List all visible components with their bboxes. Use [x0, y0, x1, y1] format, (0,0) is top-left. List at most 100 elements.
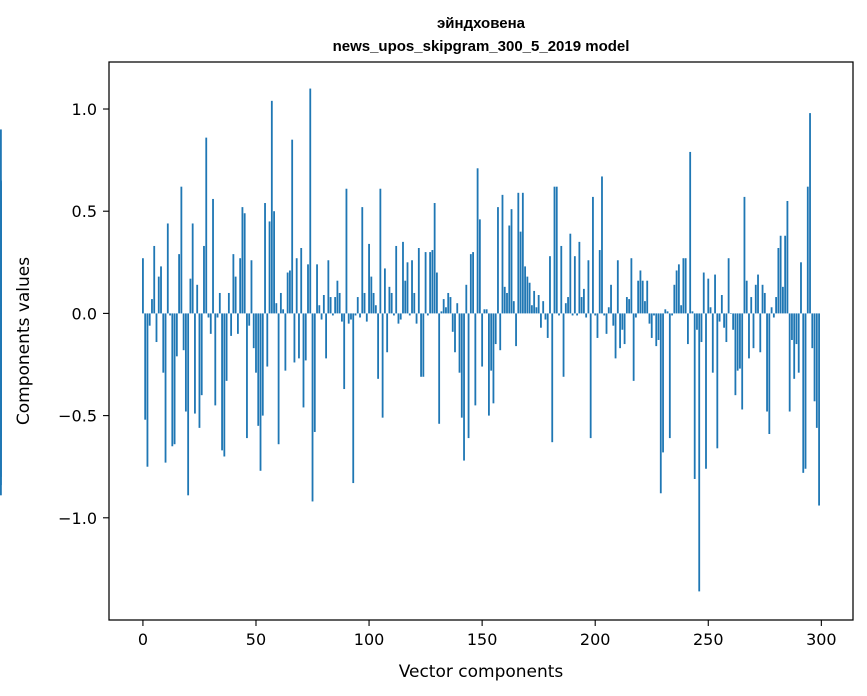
bar [293, 313, 296, 363]
bar [623, 313, 626, 345]
chart-subtitle: news_upos_skipgram_300_5_2019 model [333, 38, 630, 55]
bar [200, 313, 203, 396]
bar [374, 305, 377, 314]
bar [646, 280, 649, 314]
bar [596, 313, 599, 338]
bar [352, 313, 355, 484]
bar [711, 313, 714, 373]
bar [148, 313, 151, 326]
x-tick-label: 200 [580, 630, 611, 649]
bar [677, 264, 680, 314]
bar [578, 241, 581, 314]
bar [169, 313, 171, 316]
bar [198, 313, 201, 428]
bar [727, 258, 730, 314]
bar [770, 307, 773, 314]
bar [0, 258, 2, 314]
bar [386, 313, 389, 353]
bar [304, 313, 307, 361]
bar [549, 256, 551, 314]
bar [232, 254, 235, 314]
bar [512, 301, 515, 314]
bar [196, 284, 199, 314]
bar [178, 254, 181, 314]
bar [589, 313, 592, 439]
bar [664, 309, 667, 314]
bar [562, 313, 565, 377]
bar [716, 313, 719, 449]
bar [709, 307, 712, 314]
bar [194, 313, 196, 414]
bar [745, 280, 748, 314]
bar [494, 313, 497, 345]
bar [0, 305, 2, 314]
bar [684, 258, 687, 314]
bar [327, 260, 330, 314]
bar [472, 252, 474, 314]
bar [806, 186, 809, 314]
bar [777, 248, 780, 314]
bar [793, 313, 796, 379]
bar [162, 313, 165, 373]
bar [700, 313, 703, 343]
bar [266, 313, 269, 367]
bar [413, 292, 416, 314]
bar [298, 313, 300, 359]
bar [239, 258, 242, 314]
bar [804, 313, 807, 469]
bar [569, 233, 572, 314]
bar [381, 313, 384, 418]
bar [230, 313, 233, 336]
bar [207, 313, 210, 318]
bar [237, 313, 239, 334]
bar [813, 313, 816, 402]
x-axis: 0 50 100 150 200 250 300 [138, 620, 837, 649]
bar [802, 313, 805, 473]
bar [736, 313, 739, 371]
bar [361, 207, 364, 314]
bar [451, 313, 454, 332]
bar [379, 188, 382, 314]
bar [741, 313, 744, 410]
bar [506, 292, 508, 314]
bar [601, 176, 603, 314]
plot-frame [108, 61, 854, 621]
bar [682, 258, 685, 314]
bar [246, 313, 248, 439]
bar [637, 280, 640, 314]
bar [189, 278, 192, 314]
bar [241, 207, 244, 314]
bar [365, 313, 368, 322]
bar [739, 313, 741, 369]
bar [551, 313, 554, 443]
bar [350, 313, 352, 320]
bar [270, 100, 273, 314]
bar [142, 258, 144, 314]
bar [359, 313, 361, 318]
bar [535, 307, 538, 314]
bar [781, 286, 784, 314]
bar [797, 313, 800, 373]
bar [671, 313, 673, 316]
bar [257, 313, 260, 426]
bar [445, 307, 447, 314]
bar [592, 196, 594, 314]
bar [442, 299, 445, 314]
bar [463, 313, 465, 461]
bar [768, 313, 771, 434]
bar [750, 297, 753, 314]
bar [809, 113, 811, 314]
bar [680, 305, 683, 314]
bar [619, 313, 621, 349]
bar [431, 250, 434, 314]
bar [377, 313, 380, 379]
bar [426, 313, 429, 316]
bar [560, 245, 563, 314]
bar [702, 272, 705, 314]
bar [289, 270, 291, 314]
y-tick-label: −1.0 [58, 509, 97, 528]
bar [542, 301, 545, 314]
y-axis-label: Components values [14, 257, 34, 425]
bar [295, 258, 298, 314]
bar [209, 313, 212, 334]
